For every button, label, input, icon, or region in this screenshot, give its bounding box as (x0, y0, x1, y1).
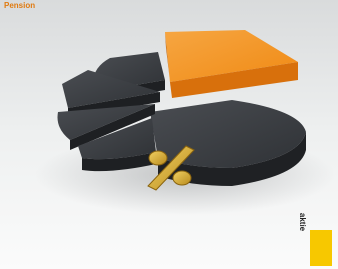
yellow-block (310, 230, 332, 266)
side-label: aktie (298, 213, 307, 232)
title: Pension (4, 1, 35, 10)
illustration: Pension aktie (0, 0, 338, 269)
page: Pension aktie (() => { const data = JSON… (0, 0, 338, 269)
